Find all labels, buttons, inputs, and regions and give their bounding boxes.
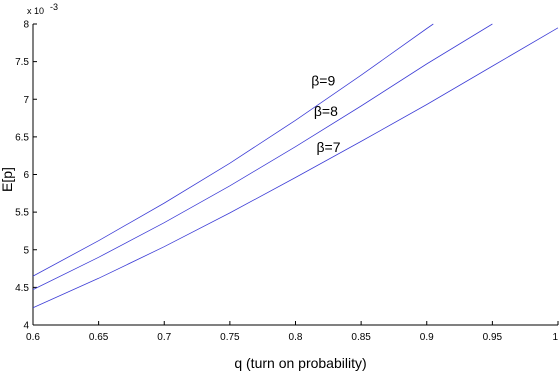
x-axis-label: q (turn on probability) xyxy=(234,355,366,371)
x-tick-label: 1 xyxy=(552,332,558,343)
x-tick-label: 0.85 xyxy=(351,332,371,343)
series-annotation-3: β=7 xyxy=(317,139,341,155)
y-axis-exponent: -3 xyxy=(50,2,58,12)
y-axis-multiplier: x 10 xyxy=(27,6,44,16)
x-tick-label: 0.75 xyxy=(220,332,240,343)
y-tick-label: 8 xyxy=(23,20,29,31)
y-ticks: 4 4.5 5 5.5 6 6.5 7 7.5 8 xyxy=(15,20,37,332)
x-tick-label: 0.9 xyxy=(420,332,434,343)
x-tick-label: 0.6 xyxy=(26,332,40,343)
y-tick-label: 7.5 xyxy=(15,57,29,68)
x-tick-label: 0.8 xyxy=(289,332,303,343)
y-tick-label: 5 xyxy=(23,245,29,256)
series-line-2 xyxy=(32,23,493,290)
x-ticks: 0.6 0.65 0.7 0.75 0.8 0.85 0.9 0.95 1 xyxy=(26,321,559,343)
axes xyxy=(32,24,558,326)
x-tick-label: 0.7 xyxy=(157,332,171,343)
series-annotation-2: β=8 xyxy=(314,103,338,119)
y-tick-label: 5.5 xyxy=(15,208,29,219)
x-tick-label: 0.65 xyxy=(89,332,109,343)
y-tick-label: 7 xyxy=(23,95,29,106)
series-lines xyxy=(32,23,559,309)
series-line-1 xyxy=(32,23,434,277)
y-tick-label: 4.5 xyxy=(15,283,29,294)
series-annotation-1: β=9 xyxy=(311,73,335,89)
y-tick-label: 6 xyxy=(23,170,29,181)
y-axis-label: E[p] xyxy=(0,167,15,192)
series-annotations: β=9 β=8 β=7 xyxy=(311,73,340,155)
series-line-3 xyxy=(32,27,559,309)
y-tick-label: 4 xyxy=(23,321,29,332)
x-tick-label: 0.95 xyxy=(483,332,503,343)
y-tick-label: 6.5 xyxy=(15,132,29,143)
